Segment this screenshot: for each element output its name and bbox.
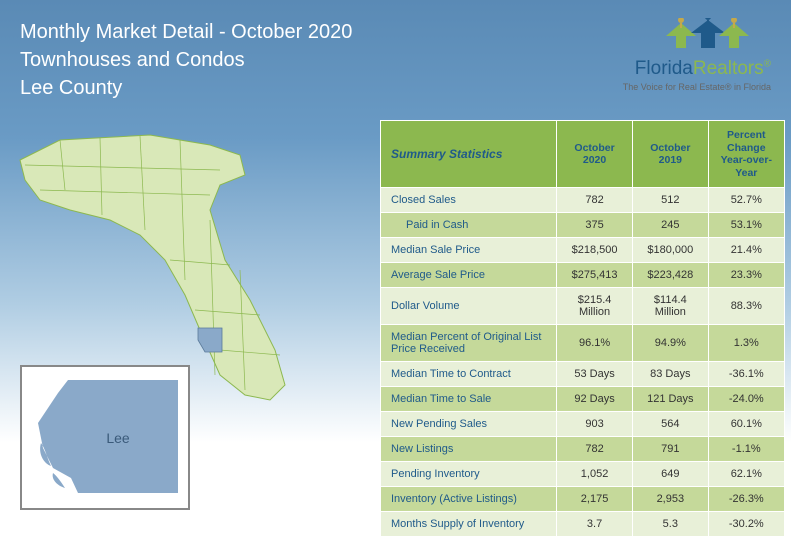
- value-pct-change: 23.3%: [708, 263, 784, 288]
- metric-name: Average Sale Price: [381, 263, 557, 288]
- map-area: Lee: [10, 120, 380, 540]
- table-row: Months Supply of Inventory3.75.3-30.2%: [381, 512, 785, 537]
- value-current: 782: [557, 437, 633, 462]
- value-pct-change: 21.4%: [708, 238, 784, 263]
- county-label: Lee: [106, 430, 130, 446]
- title-line-3: Lee County: [20, 74, 352, 102]
- header-summary: Summary Statistics: [381, 121, 557, 188]
- table-row: Average Sale Price$275,413$223,42823.3%: [381, 263, 785, 288]
- metric-name: Median Time to Sale: [381, 387, 557, 412]
- value-prior: 791: [633, 437, 709, 462]
- value-current: $275,413: [557, 263, 633, 288]
- value-current: 375: [557, 213, 633, 238]
- metric-name: New Listings: [381, 437, 557, 462]
- summary-statistics-table: Summary Statistics October 2020 October …: [380, 120, 785, 537]
- county-inset: Lee: [20, 365, 190, 510]
- table-row: New Pending Sales90356460.1%: [381, 412, 785, 437]
- title-block: Monthly Market Detail - October 2020 Tow…: [20, 18, 352, 102]
- value-prior: 564: [633, 412, 709, 437]
- table-row: Paid in Cash37524553.1%: [381, 213, 785, 238]
- metric-name: Median Time to Contract: [381, 362, 557, 387]
- value-current: 96.1%: [557, 325, 633, 362]
- table-row: Median Time to Sale92 Days121 Days-24.0%: [381, 387, 785, 412]
- logo-tagline: The Voice for Real Estate® in Florida: [623, 82, 771, 92]
- value-current: 53 Days: [557, 362, 633, 387]
- highlighted-county: [198, 328, 222, 352]
- value-prior: $223,428: [633, 263, 709, 288]
- logo-block: FloridaRealtors® The Voice for Real Esta…: [623, 18, 771, 92]
- title-line-1: Monthly Market Detail - October 2020: [20, 18, 352, 46]
- header-col3: Percent Change Year-over-Year: [708, 121, 784, 188]
- report-header: Monthly Market Detail - October 2020 Tow…: [20, 18, 771, 102]
- header-col2: October 2019: [633, 121, 709, 188]
- metric-name: Paid in Cash: [381, 213, 557, 238]
- value-prior: 245: [633, 213, 709, 238]
- value-prior: 83 Days: [633, 362, 709, 387]
- header-col1: October 2020: [557, 121, 633, 188]
- metric-name: Median Sale Price: [381, 238, 557, 263]
- metric-name: Median Percent of Original List Price Re…: [381, 325, 557, 362]
- value-current: 1,052: [557, 462, 633, 487]
- value-pct-change: 1.3%: [708, 325, 784, 362]
- value-pct-change: -36.1%: [708, 362, 784, 387]
- value-pct-change: -24.0%: [708, 387, 784, 412]
- logo-part2: Realtors: [693, 58, 764, 79]
- table-header-row: Summary Statistics October 2020 October …: [381, 121, 785, 188]
- value-pct-change: 60.1%: [708, 412, 784, 437]
- value-current: $215.4 Million: [557, 288, 633, 325]
- value-pct-change: -1.1%: [708, 437, 784, 462]
- value-current: 3.7: [557, 512, 633, 537]
- value-current: 92 Days: [557, 387, 633, 412]
- value-pct-change: -30.2%: [708, 512, 784, 537]
- metric-name: Pending Inventory: [381, 462, 557, 487]
- value-pct-change: -26.3%: [708, 487, 784, 512]
- table-row: New Listings782791-1.1%: [381, 437, 785, 462]
- metric-name: Dollar Volume: [381, 288, 557, 325]
- table-row: Dollar Volume$215.4 Million$114.4 Millio…: [381, 288, 785, 325]
- table-row: Median Time to Contract53 Days83 Days-36…: [381, 362, 785, 387]
- value-prior: 5.3: [633, 512, 709, 537]
- metric-name: Inventory (Active Listings): [381, 487, 557, 512]
- logo-part1: Florida: [635, 58, 693, 79]
- value-prior: 121 Days: [633, 387, 709, 412]
- title-line-2: Townhouses and Condos: [20, 46, 352, 74]
- value-prior: 94.9%: [633, 325, 709, 362]
- table-row: Pending Inventory1,05264962.1%: [381, 462, 785, 487]
- metric-name: Closed Sales: [381, 188, 557, 213]
- table-row: Median Percent of Original List Price Re…: [381, 325, 785, 362]
- table-row: Inventory (Active Listings)2,1752,953-26…: [381, 487, 785, 512]
- value-pct-change: 52.7%: [708, 188, 784, 213]
- table-row: Closed Sales78251252.7%: [381, 188, 785, 213]
- value-pct-change: 53.1%: [708, 213, 784, 238]
- value-current: $218,500: [557, 238, 633, 263]
- value-prior: $114.4 Million: [633, 288, 709, 325]
- value-prior: 649: [633, 462, 709, 487]
- value-current: 782: [557, 188, 633, 213]
- value-current: 903: [557, 412, 633, 437]
- value-prior: $180,000: [633, 238, 709, 263]
- table-row: Median Sale Price$218,500$180,00021.4%: [381, 238, 785, 263]
- value-pct-change: 62.1%: [708, 462, 784, 487]
- value-prior: 512: [633, 188, 709, 213]
- logo-text: FloridaRealtors®: [623, 58, 771, 80]
- logo-reg: ®: [764, 59, 771, 70]
- logo-houses-icon: [651, 18, 771, 53]
- value-current: 2,175: [557, 487, 633, 512]
- value-prior: 2,953: [633, 487, 709, 512]
- metric-name: New Pending Sales: [381, 412, 557, 437]
- value-pct-change: 88.3%: [708, 288, 784, 325]
- metric-name: Months Supply of Inventory: [381, 512, 557, 537]
